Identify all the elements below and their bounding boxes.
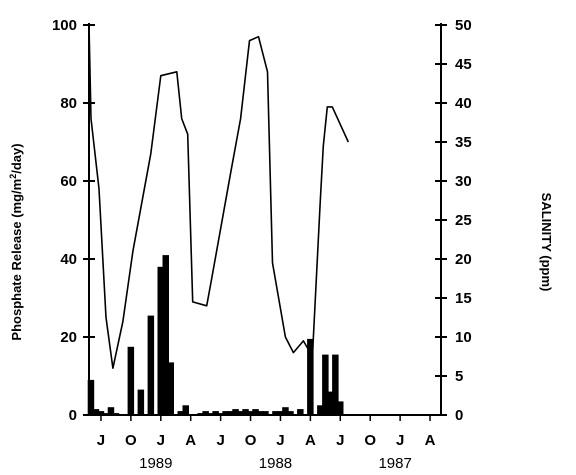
y-right-tick-label: 5 (455, 368, 463, 385)
x-month-label: J (97, 432, 105, 449)
phosphate-bar (227, 411, 234, 415)
phosphate-bar (92, 409, 100, 415)
x-month-label: J (396, 432, 404, 449)
y-right-tick-label: 15 (455, 290, 472, 307)
y-right-tick-label: 35 (455, 134, 472, 151)
x-month-label: A (185, 432, 196, 449)
y-right-tick-label: 10 (455, 329, 472, 346)
phosphate-bar (87, 379, 95, 415)
y-left-tick-label: 100 (52, 17, 77, 34)
y-right-tick-label: 45 (455, 56, 472, 73)
x-month-label: J (216, 432, 224, 449)
y-left-tick-label: 20 (60, 329, 77, 346)
phosphate-bar (277, 411, 284, 415)
phosphate-bar (307, 338, 314, 415)
salinity-line (88, 24, 350, 370)
phosphate-bar (167, 362, 174, 415)
phosphate-bar (212, 411, 219, 415)
phosphate-bar (232, 409, 239, 415)
phosphate-bar (147, 315, 155, 415)
phosphate-bar (162, 255, 169, 415)
y-axis-right-title: SALINITY (ppm) (539, 193, 554, 292)
phosphate-bar (182, 405, 189, 416)
phosphate-bar (237, 411, 244, 415)
phosphate-bar (317, 405, 324, 416)
x-month-label: J (336, 432, 344, 449)
y-right-tick-label: 25 (455, 212, 472, 229)
phosphate-bar (252, 409, 259, 415)
y-axis-left-title: Phosphate Release (mg/m2/day) (8, 143, 24, 340)
y-left-tick-label: 60 (60, 173, 77, 190)
y-right-tick-label: 40 (455, 95, 472, 112)
phosphate-bar (157, 266, 164, 415)
phosphate-bar (247, 411, 254, 415)
phosphate-bar (202, 411, 209, 415)
phosphate-bar (327, 391, 334, 415)
y-right-tick-label: 30 (455, 173, 472, 190)
x-month-label: J (157, 432, 165, 449)
phosphate-bar (332, 354, 339, 415)
phosphate-bar (262, 411, 269, 415)
phosphate-bar (322, 354, 329, 415)
y-right-tick-label: 50 (455, 17, 472, 34)
plot-area: 0 20 40 60 80 100 0 5 10 15 20 25 30 35 40 45 50 J O J A J O J A… (52, 17, 472, 472)
y-right-tick-label: 20 (455, 251, 472, 268)
x-month-label: O (125, 432, 137, 449)
x-year-label: 1987 (378, 455, 411, 472)
phosphate-bar (272, 411, 279, 415)
phosphate-bar (137, 389, 145, 415)
x-month-label: J (276, 432, 284, 449)
phosphate-bar (107, 407, 115, 415)
phosphate-bar (337, 401, 344, 415)
y-left-tick-label: 0 (69, 407, 77, 424)
y-right-tick-label: 0 (455, 407, 463, 424)
x-year-label: 1989 (139, 455, 172, 472)
y-left-tick-label: 40 (60, 251, 77, 268)
phosphate-bar (257, 411, 264, 415)
x-month-label: O (245, 432, 257, 449)
phosphate-bar (297, 409, 304, 415)
phosphate-bar (287, 411, 294, 415)
x-year-label: 1988 (259, 455, 292, 472)
y-left-tick-label: 80 (60, 95, 77, 112)
phosphate-bar (242, 409, 249, 415)
x-month-label: A (305, 432, 316, 449)
phosphate-bar (222, 411, 229, 415)
x-month-label: A (425, 432, 436, 449)
x-month-label: O (364, 432, 376, 449)
phosphate-bar (177, 411, 184, 415)
phosphate-bar (282, 407, 289, 415)
phosphate-bar (127, 346, 135, 416)
phosphate-bar (97, 411, 105, 415)
